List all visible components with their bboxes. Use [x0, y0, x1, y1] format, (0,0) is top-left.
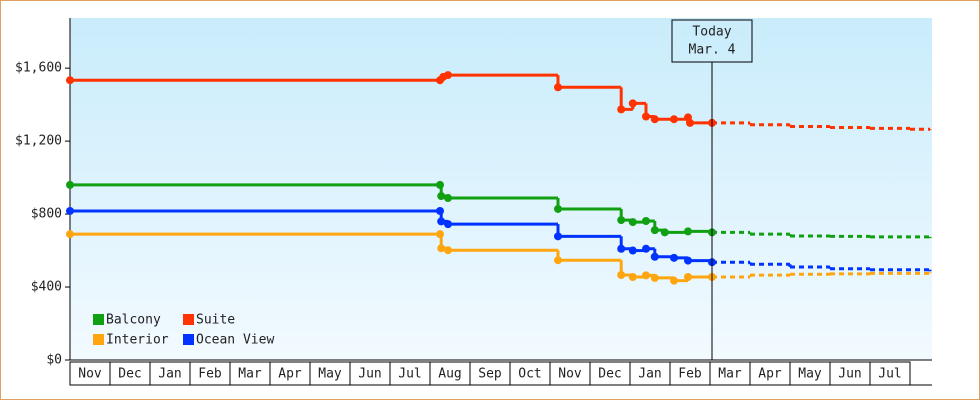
x-tick-label: Mar [718, 367, 742, 382]
x-tick-label: May [318, 367, 342, 382]
point [437, 217, 446, 226]
y-tick-label: $1,600 [15, 61, 62, 76]
point [642, 271, 650, 280]
point [444, 194, 452, 203]
x-tick-label: May [798, 367, 822, 382]
point [554, 256, 562, 265]
x-tick-label: Dec [598, 367, 621, 382]
x-tick-label: Nov [78, 367, 102, 382]
point [66, 206, 74, 215]
point [642, 217, 650, 226]
point [436, 230, 444, 239]
today-label: Today [692, 25, 731, 40]
x-tick-label: Feb [678, 367, 702, 382]
y-tick-label: $400 [31, 280, 62, 295]
point [686, 118, 694, 127]
x-tick-label: Mar [238, 367, 262, 382]
point [554, 232, 562, 241]
legend-label: Interior [106, 333, 169, 348]
point [628, 218, 637, 227]
point [554, 204, 562, 213]
point [66, 76, 74, 85]
point [628, 246, 637, 255]
plot-area [70, 18, 932, 360]
legend-swatch [183, 314, 194, 325]
point [444, 220, 452, 229]
legend-swatch [93, 334, 104, 345]
point [66, 180, 74, 189]
y-tick-label: $1,200 [15, 134, 62, 149]
point [628, 99, 637, 108]
point [617, 271, 626, 280]
x-tick-label: Sep [478, 367, 502, 382]
point [436, 180, 444, 189]
point [642, 112, 650, 121]
point [66, 230, 74, 239]
point [617, 244, 626, 253]
point [554, 83, 562, 92]
point [650, 273, 659, 282]
legend-swatch [93, 314, 104, 325]
point [650, 226, 659, 235]
point [617, 105, 626, 114]
x-tick-label: Jan [158, 367, 181, 382]
point [670, 253, 678, 262]
point [684, 273, 692, 282]
x-tick-label: Jun [358, 367, 381, 382]
x-tick-label: Jan [638, 367, 661, 382]
x-tick-label: Apr [758, 367, 782, 382]
x-tick-label: Dec [118, 367, 141, 382]
point [444, 246, 452, 255]
point [684, 256, 692, 265]
today-box [671, 19, 753, 63]
x-tick-label: Apr [278, 367, 302, 382]
today-label: Mar. 4 [689, 43, 736, 58]
legend-swatch [183, 334, 194, 345]
point [684, 227, 692, 236]
x-tick-label: Feb [198, 367, 222, 382]
point [650, 115, 659, 124]
point [436, 206, 444, 215]
point [660, 228, 669, 237]
point [642, 244, 650, 253]
x-tick-label: Jun [838, 367, 861, 382]
point [670, 115, 678, 124]
x-tick-label: Jul [398, 367, 421, 382]
point [617, 216, 626, 225]
point [650, 252, 659, 261]
y-tick-label: $800 [31, 207, 62, 222]
x-tick [869, 361, 911, 386]
point [628, 273, 637, 282]
legend-label: Balcony [106, 313, 161, 328]
point [444, 71, 452, 80]
x-tick-label: Nov [558, 367, 582, 382]
x-tick-label: Jul [878, 367, 901, 382]
legend-label: Suite [196, 313, 235, 328]
y-tick-label: $0 [46, 353, 62, 368]
x-tick-label: Oct [518, 367, 541, 382]
legend-label: Ocean View [196, 333, 274, 348]
point [670, 276, 678, 285]
x-tick-label: Aug [438, 367, 461, 382]
point [437, 192, 446, 201]
point [437, 244, 446, 253]
